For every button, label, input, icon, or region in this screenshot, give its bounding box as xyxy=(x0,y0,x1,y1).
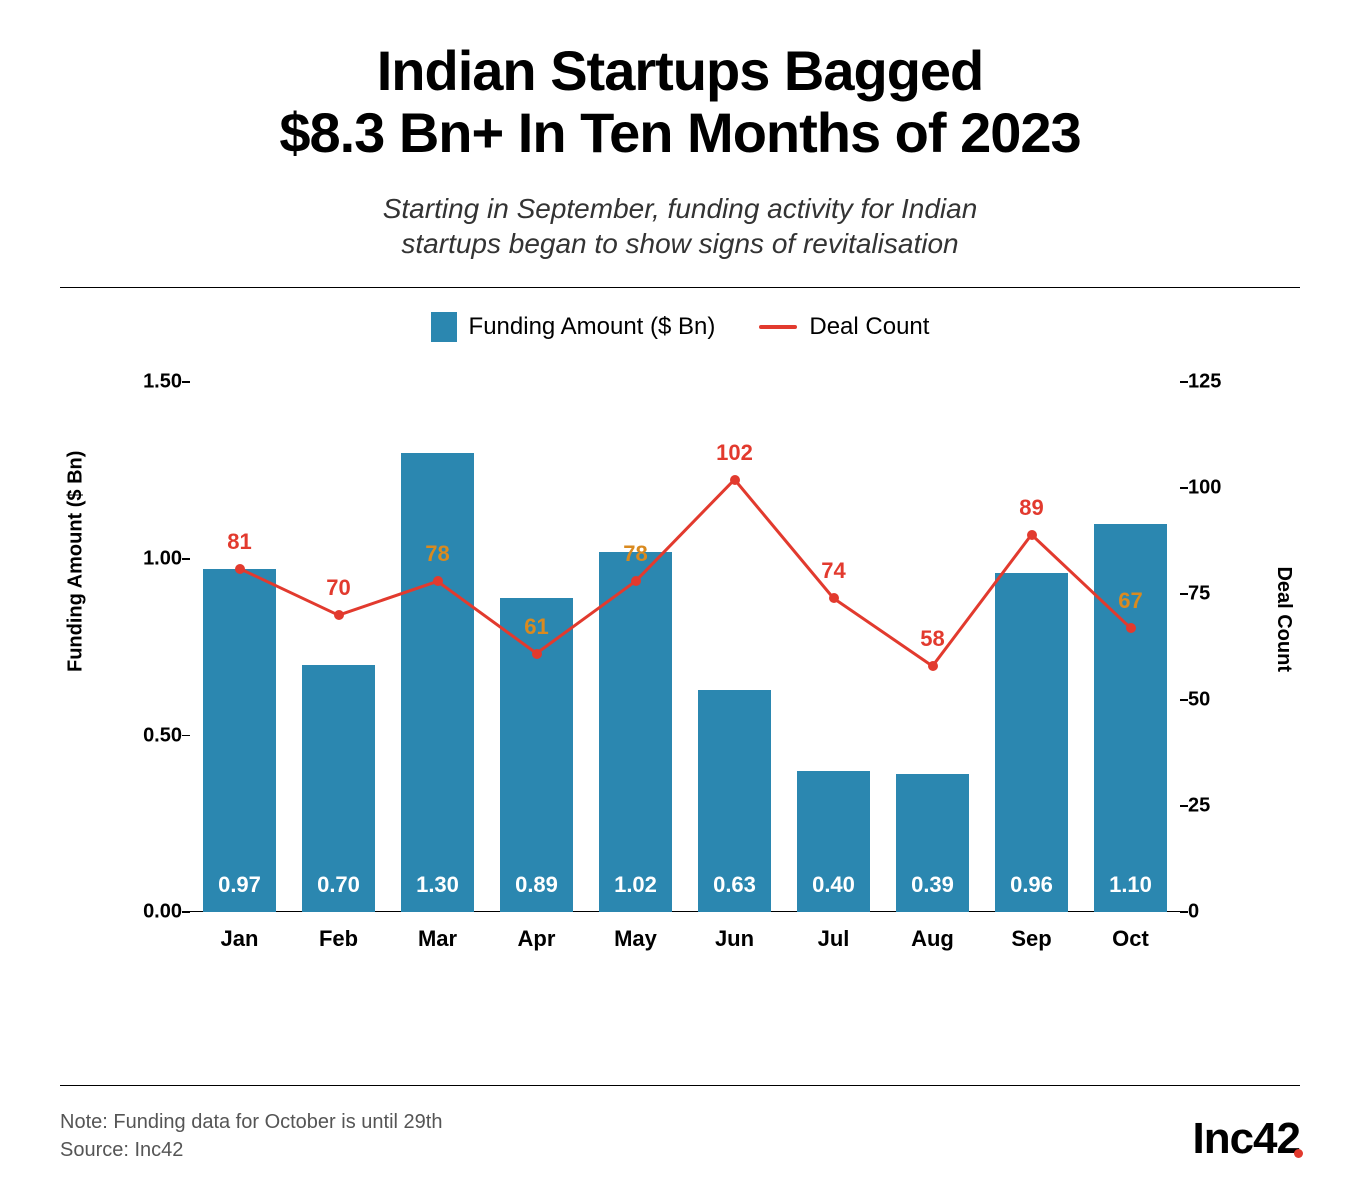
bar-slot: 1.30Mar xyxy=(388,382,487,912)
x-category-label: Aug xyxy=(883,926,982,952)
bar-value-label: 1.02 xyxy=(614,872,657,898)
ytick-right: 75 xyxy=(1188,583,1232,606)
divider-bottom xyxy=(60,1085,1300,1086)
bar: 0.39 xyxy=(896,774,969,912)
x-category-label: Sep xyxy=(982,926,1081,952)
chart-subtitle: Starting in September, funding activity … xyxy=(60,191,1300,261)
legend-swatch-bar xyxy=(431,312,457,342)
x-category-label: Jan xyxy=(190,926,289,952)
x-category-label: Jun xyxy=(685,926,784,952)
ytick-right: 125 xyxy=(1188,371,1232,394)
bar-slot: 0.89Apr xyxy=(487,382,586,912)
y-axis-right-label: Deal Count xyxy=(1273,567,1296,673)
ytick-left: 0.00 xyxy=(128,901,182,924)
brand-suffix: 42 xyxy=(1253,1114,1300,1164)
ytick-right: 50 xyxy=(1188,689,1232,712)
bar-value-label: 1.30 xyxy=(416,872,459,898)
bar-slot: 0.63Jun xyxy=(685,382,784,912)
x-category-label: Mar xyxy=(388,926,487,952)
bars-container: 0.97Jan0.70Feb1.30Mar0.89Apr1.02May0.63J… xyxy=(190,382,1180,912)
bar-slot: 0.39Aug xyxy=(883,382,982,912)
brand-logo: Inc42 xyxy=(1192,1114,1300,1164)
bar-value-label: 0.97 xyxy=(218,872,261,898)
ytick-left: 0.50 xyxy=(128,724,182,747)
bar-value-label: 0.63 xyxy=(713,872,756,898)
title-line-2: $8.3 Bn+ In Ten Months of 2023 xyxy=(279,101,1080,164)
bar: 0.70 xyxy=(302,665,375,912)
bar-value-label: 0.40 xyxy=(812,872,855,898)
bar-slot: 0.96Sep xyxy=(982,382,1081,912)
x-category-label: May xyxy=(586,926,685,952)
plot-region: 0.97Jan0.70Feb1.30Mar0.89Apr1.02May0.63J… xyxy=(190,382,1180,912)
bar: 1.30 xyxy=(401,453,474,912)
bar-value-label: 0.70 xyxy=(317,872,360,898)
chart-footer: Note: Funding data for October is until … xyxy=(60,1085,1300,1164)
bar-slot: 0.40Jul xyxy=(784,382,883,912)
bar-slot: 1.10Oct xyxy=(1081,382,1180,912)
bar: 0.97 xyxy=(203,569,276,912)
bar-value-label: 0.89 xyxy=(515,872,558,898)
bar: 0.89 xyxy=(500,598,573,912)
bar: 0.63 xyxy=(698,690,771,913)
legend-label-funding: Funding Amount ($ Bn) xyxy=(469,313,716,341)
legend-item-deals: Deal Count xyxy=(759,312,929,342)
ytick-right: 0 xyxy=(1188,901,1232,924)
y-axis-left-label: Funding Amount ($ Bn) xyxy=(65,451,88,672)
ytick-left: 1.00 xyxy=(128,547,182,570)
x-category-label: Apr xyxy=(487,926,586,952)
subtitle-line-1: Starting in September, funding activity … xyxy=(383,193,978,224)
bar-slot: 0.70Feb xyxy=(289,382,388,912)
title-line-1: Indian Startups Bagged xyxy=(377,39,984,102)
bar-value-label: 1.10 xyxy=(1109,872,1152,898)
bar-value-label: 0.39 xyxy=(911,872,954,898)
bar-slot: 1.02May xyxy=(586,382,685,912)
chart-title: Indian Startups Bagged $8.3 Bn+ In Ten M… xyxy=(60,40,1300,163)
x-category-label: Jul xyxy=(784,926,883,952)
x-category-label: Oct xyxy=(1081,926,1180,952)
ytick-right: 100 xyxy=(1188,477,1232,500)
brand-prefix: Inc xyxy=(1192,1114,1253,1164)
divider-top xyxy=(60,287,1300,288)
bar-value-label: 0.96 xyxy=(1010,872,1053,898)
subtitle-line-2: startups began to show signs of revitali… xyxy=(401,228,958,259)
chart-area: Funding Amount ($ Bn) Deal Count 0.97Jan… xyxy=(90,362,1270,982)
x-category-label: Feb xyxy=(289,926,388,952)
chart-legend: Funding Amount ($ Bn) Deal Count xyxy=(60,312,1300,342)
bar: 1.10 xyxy=(1094,524,1167,913)
legend-label-deals: Deal Count xyxy=(809,313,929,341)
bar: 0.96 xyxy=(995,573,1068,912)
ytick-right: 25 xyxy=(1188,795,1232,818)
footnotes: Note: Funding data for October is until … xyxy=(60,1108,442,1164)
bar-slot: 0.97Jan xyxy=(190,382,289,912)
legend-swatch-line xyxy=(759,325,797,329)
ytick-left: 1.50 xyxy=(128,371,182,394)
bar: 1.02 xyxy=(599,552,672,912)
footnote-note: Note: Funding data for October is until … xyxy=(60,1108,442,1136)
legend-item-funding: Funding Amount ($ Bn) xyxy=(431,312,716,342)
footnote-source: Source: Inc42 xyxy=(60,1136,442,1164)
bar: 0.40 xyxy=(797,771,870,912)
